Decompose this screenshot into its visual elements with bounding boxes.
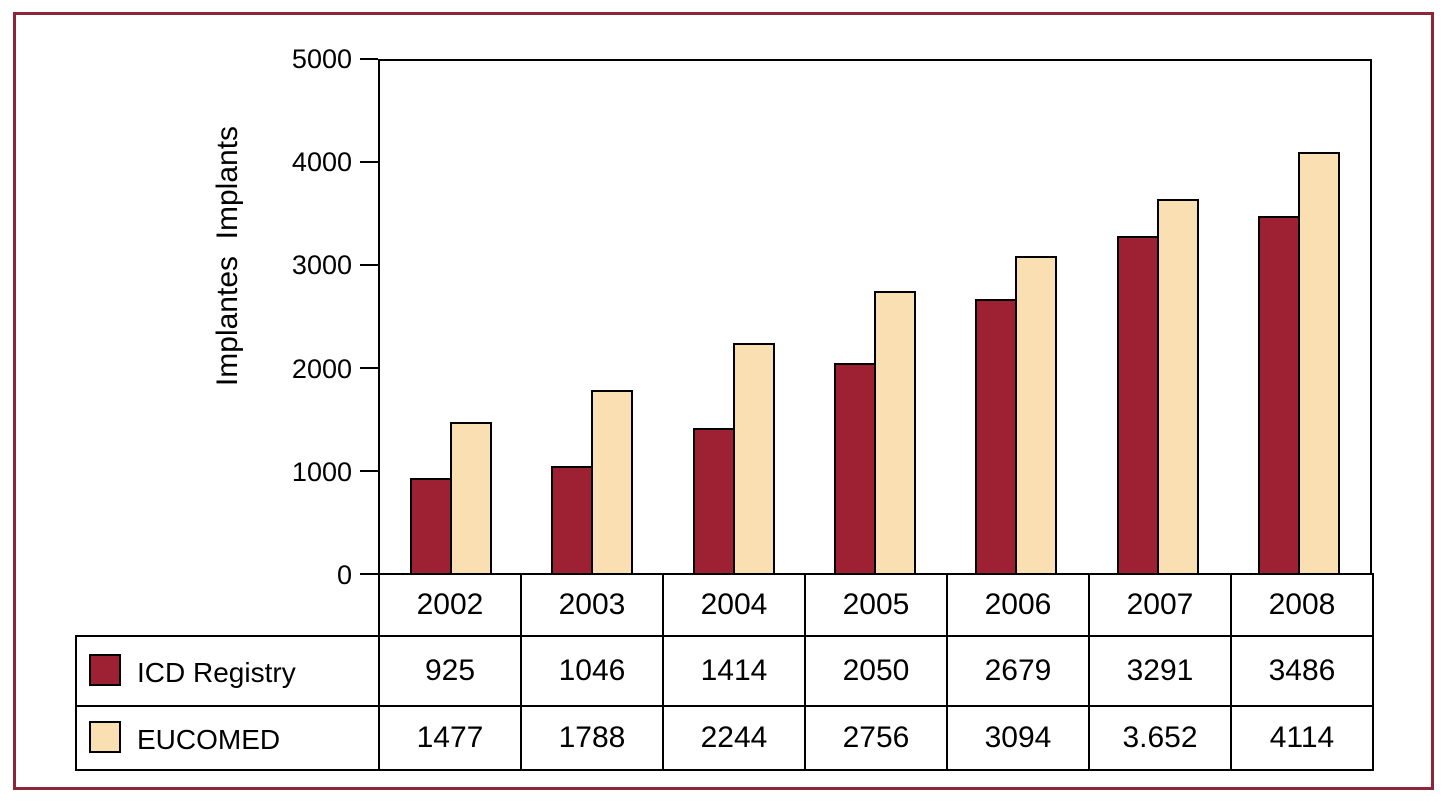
plot-area (378, 59, 1372, 575)
bar-group-2003 (521, 61, 662, 573)
value-cell-eucomed: 3.652 (1088, 705, 1232, 771)
year-cell: 2006 (946, 573, 1090, 637)
bar-icd (409, 478, 452, 573)
y-axis-label: Implantes Implants (211, 125, 244, 387)
table-corner-blank (76, 574, 379, 636)
y-tick-label: 4000 (291, 147, 352, 177)
y-tick-mark (360, 58, 378, 60)
table-row-icd-registry: ICD Registry 925 1046 1414 2050 2679 329… (75, 635, 1374, 707)
value-cell-icd: 3291 (1088, 635, 1232, 707)
y-tick-label: 2000 (291, 354, 352, 384)
y-tick-label: 1000 (291, 457, 352, 487)
bar-icd (692, 428, 735, 573)
value-cell-icd: 2679 (946, 635, 1090, 707)
bar-icd (833, 363, 876, 573)
legend-label-icd: ICD Registry (137, 656, 296, 688)
value-cell-icd: 1414 (662, 635, 806, 707)
legend-cell-icd: ICD Registry (75, 635, 380, 707)
y-tick-label: 0 (336, 560, 352, 590)
bar-eucomed (1156, 199, 1199, 573)
y-tick-mark (360, 573, 378, 575)
bar-group-2002 (380, 61, 521, 573)
bar-group-2005 (804, 61, 945, 573)
bar-eucomed (591, 390, 634, 573)
table-row-years: 2002 2003 2004 2005 2006 2007 2008 (76, 573, 1374, 637)
icd-registry-swatch-icon (89, 653, 121, 686)
figure-border (13, 12, 1434, 790)
y-tick-mark (360, 367, 378, 369)
bar-group-2007 (1087, 61, 1228, 573)
bar-eucomed (449, 422, 492, 573)
legend-label-eucomed: EUCOMED (137, 723, 281, 755)
y-tick-mark (360, 264, 378, 266)
year-cell: 2007 (1088, 573, 1232, 637)
eucomed-swatch-icon (89, 720, 121, 753)
value-cell-eucomed: 2756 (804, 705, 948, 771)
y-tick-mark (360, 161, 378, 163)
bar-icd (1116, 236, 1159, 573)
bar-group-2004 (663, 61, 804, 573)
year-cell: 2004 (662, 573, 806, 637)
legend-cell-eucomed: EUCOMED (75, 705, 380, 771)
year-cell: 2003 (520, 573, 664, 637)
y-tick-label: 3000 (291, 250, 352, 280)
year-cell: 2008 (1230, 573, 1374, 637)
bar-eucomed (873, 291, 916, 573)
year-cell: 2002 (378, 573, 522, 637)
y-tick-label: 5000 (291, 44, 352, 74)
data-table: 2002 2003 2004 2005 2006 2007 2008 ICD R… (75, 573, 1374, 771)
bar-eucomed (1015, 256, 1058, 573)
bar-group-2008 (1229, 61, 1370, 573)
value-cell-icd: 2050 (804, 635, 948, 707)
bar-group-2006 (946, 61, 1087, 573)
value-cell-icd: 925 (378, 635, 522, 707)
value-cell-icd: 3486 (1230, 635, 1374, 707)
value-cell-icd: 1046 (520, 635, 664, 707)
value-cell-eucomed: 4114 (1230, 705, 1374, 771)
bar-eucomed (1298, 152, 1341, 573)
bar-icd (1258, 216, 1301, 573)
bar-eucomed (732, 343, 775, 573)
bar-icd (551, 466, 594, 573)
table-row-eucomed: EUCOMED 1477 1788 2244 2756 3094 3.652 4… (75, 705, 1374, 771)
year-cell: 2005 (804, 573, 948, 637)
bar-icd (975, 299, 1018, 573)
value-cell-eucomed: 1788 (520, 705, 664, 771)
value-cell-eucomed: 3094 (946, 705, 1090, 771)
value-cell-eucomed: 2244 (662, 705, 806, 771)
value-cell-eucomed: 1477 (378, 705, 522, 771)
y-tick-mark (360, 470, 378, 472)
